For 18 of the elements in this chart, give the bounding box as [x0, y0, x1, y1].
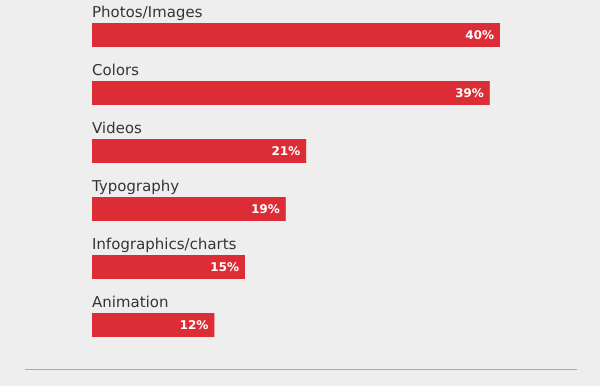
data-label: 21% [271, 144, 300, 158]
bar [92, 197, 286, 221]
y-tick-label: Photos/Images [92, 3, 203, 21]
data-label: 15% [210, 260, 239, 274]
bar [92, 139, 306, 163]
bar [92, 23, 500, 47]
bar [92, 255, 245, 279]
bar [92, 313, 214, 337]
data-label: 19% [251, 202, 280, 216]
y-tick-label: Videos [92, 119, 142, 137]
y-tick-label: Animation [92, 293, 168, 311]
y-tick-label: Typography [91, 177, 180, 195]
bar [92, 81, 490, 105]
data-label: 12% [180, 318, 208, 332]
y-tick-label: Infographics/charts [92, 235, 237, 253]
y-tick-label: Colors [92, 61, 140, 79]
data-label: 40% [465, 28, 494, 42]
data-label: 39% [455, 86, 484, 100]
